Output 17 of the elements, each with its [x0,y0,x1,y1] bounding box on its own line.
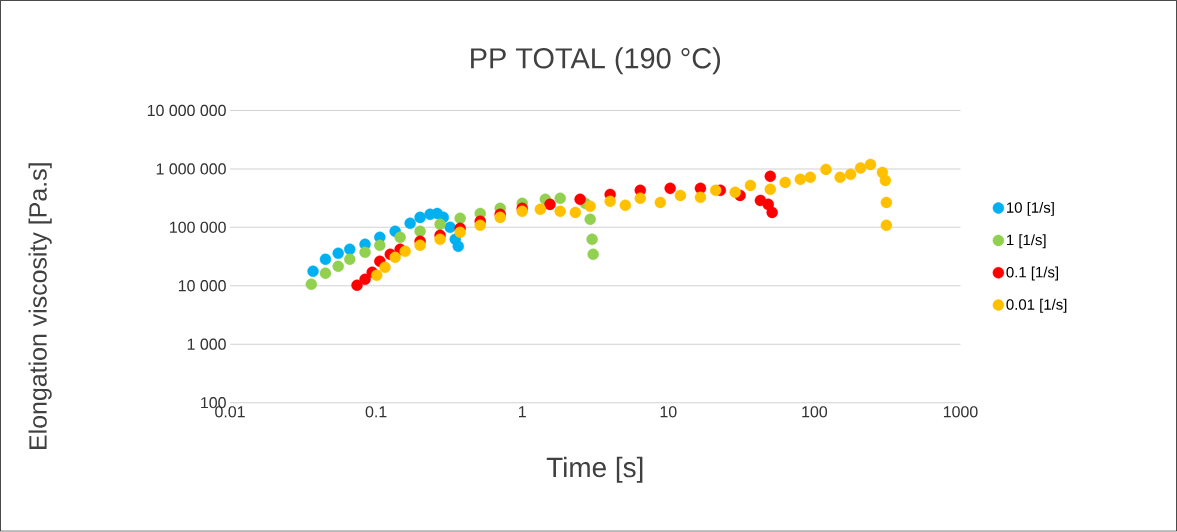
y-tick-label: 1 000 000 [156,163,226,175]
x-tick-label: 0.1 [365,406,387,418]
chart-title: PP TOTAL (190 °C) [471,47,720,75]
x-tick-label: 1 [519,406,526,418]
y-tick-label: 10 000 000 [147,105,226,117]
legend-label: 0.01 [1/s] [1006,299,1067,313]
legend-label: 10 [1/s] [1007,202,1054,216]
y-tick-label: 1 000 [187,338,226,351]
x-tick-label: 1000 [943,406,978,418]
x-tick-label: 100 [802,406,828,418]
y-tick-label: 10 000 [178,280,226,292]
y-axis-title: Elongation viscosity [Pa.s] [28,163,52,450]
x-axis-title: Time [s] [546,457,643,484]
legend-label: 0.1 [1/s] [1006,266,1058,281]
legend-label: 1 [1/s] [1007,234,1046,249]
x-tick-label: 10 [660,406,677,418]
y-tick-label: 100 000 [170,221,226,234]
